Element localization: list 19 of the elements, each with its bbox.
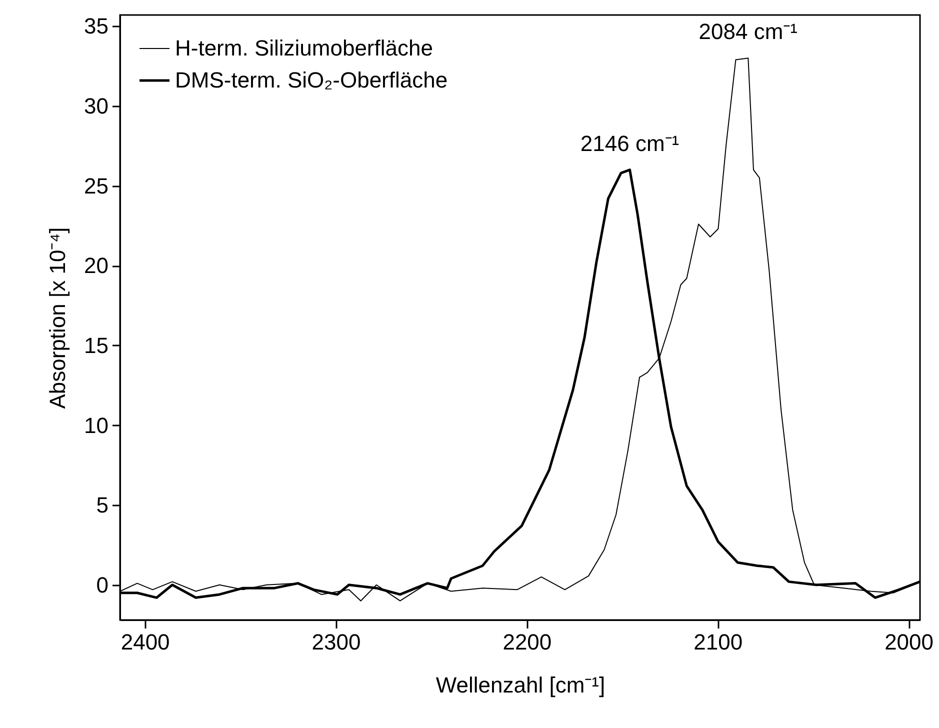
- y-tick-label: 5: [96, 492, 108, 518]
- y-tick-label: 30: [84, 93, 108, 118]
- annotation: 2146 cm⁻¹: [580, 130, 680, 156]
- y-tick-label: 10: [84, 412, 108, 438]
- y-tick-label: 35: [84, 14, 108, 39]
- legend-label: DMS-term. SiO₂-Oberfläche: [175, 68, 448, 92]
- x-tick-label: 2200: [502, 630, 552, 654]
- x-axis-title: Wellenzahl [cm⁻¹]: [436, 672, 606, 698]
- legend-label: H-term. Siliziumoberfläche: [175, 36, 433, 60]
- x-tick-label: 2000: [884, 630, 934, 654]
- y-tick-label: 15: [84, 332, 108, 358]
- y-tick-label: 25: [84, 173, 108, 198]
- x-tick-label: 2300: [312, 630, 361, 654]
- y-tick-label: 20: [84, 253, 108, 278]
- annotation: 2084 cm⁻¹: [698, 19, 798, 44]
- y-tick-label: 0: [96, 572, 108, 598]
- y-axis-title: Absorption [x 10⁻⁴]: [45, 227, 70, 409]
- x-tick-label: 2100: [694, 630, 743, 654]
- x-tick-label: 2400: [120, 630, 170, 654]
